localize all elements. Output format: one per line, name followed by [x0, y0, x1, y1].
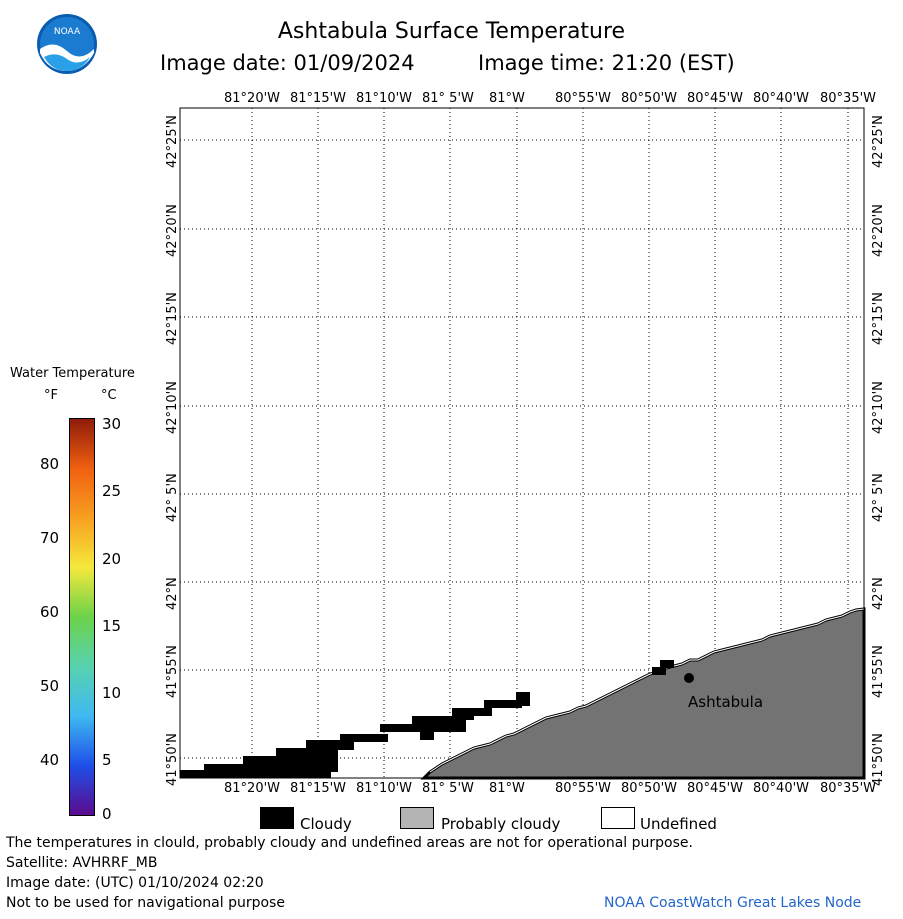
lon-label-top: 80°55'W [555, 91, 612, 106]
legend-swatch-undefined [601, 807, 635, 829]
lat-label-right: 42° 5'N [871, 473, 886, 522]
lon-label-bottom: 80°55'W [555, 781, 612, 796]
colorbar [69, 418, 95, 816]
colorbar-tick-c: 30 [102, 415, 122, 433]
lon-label-bottom: 80°35'W [820, 781, 877, 796]
colorbar-title: Water Temperature [10, 366, 135, 381]
image-date: Image date: 01/09/2024 [160, 51, 415, 75]
footer-credit: NOAA CoastWatch Great Lakes Node [604, 895, 862, 911]
noaa-logo: NOAA [37, 14, 97, 74]
lat-label-right: 42°20'N [871, 204, 886, 257]
lon-label-bottom: 80°45'W [687, 781, 744, 796]
lat-label-right: 41°55'N [871, 645, 886, 698]
lat-label-left: 42°25'N [165, 115, 180, 168]
colorbar-tick-c: 5 [102, 751, 112, 769]
legend-swatch-cloudy [260, 807, 294, 829]
lon-label-top: 81°10'W [356, 91, 413, 106]
lon-label-bottom: 80°50'W [621, 781, 678, 796]
land-area [420, 607, 866, 780]
lon-label-bottom: 81°10'W [356, 781, 413, 796]
map-frame [179, 107, 865, 779]
colorbar-tick-c: 20 [102, 550, 122, 568]
lat-label-left: 42°N [165, 577, 180, 610]
lat-label-left: 41°50'N [165, 733, 180, 786]
footer-satellite: Satellite: AVHRRF_MB [6, 855, 158, 871]
lat-label-right: 42°10'N [871, 381, 886, 434]
footer-note: The temperatures in clould, probably clo… [6, 835, 693, 851]
lon-label-top: 80°40'W [753, 91, 810, 106]
colorbar-unit-f: °F [44, 388, 58, 403]
lon-label-top: 80°35'W [820, 91, 877, 106]
footer-nav-warning: Not to be used for navigational purpose [6, 895, 285, 911]
lon-label-bottom: 80°40'W [753, 781, 810, 796]
colorbar-tick-c: 0 [102, 805, 112, 823]
lon-label-bottom: 81°20'W [224, 781, 281, 796]
legend-label-cloudy: Cloudy [300, 815, 352, 833]
colorbar-tick-f: 50 [40, 677, 60, 695]
colorbar-tick-f: 70 [40, 529, 60, 547]
lon-label-top: 80°45'W [687, 91, 744, 106]
lat-label-left: 42°20'N [165, 204, 180, 257]
svg-text:NOAA: NOAA [54, 27, 81, 37]
lat-label-right: 42°25'N [871, 115, 886, 168]
coastline-white [429, 608, 865, 773]
colorbar-unit-c: °C [101, 388, 117, 403]
lat-label-right: 42°N [871, 577, 886, 610]
lon-label-top: 81°15'W [290, 91, 347, 106]
lon-label-top: 81° 5'W [422, 91, 474, 106]
colorbar-tick-f: 60 [40, 603, 60, 621]
lat-label-left: 42°10'N [165, 381, 180, 434]
lat-label-left: 42° 5'N [165, 473, 180, 522]
lon-label-top: 81°W [489, 91, 525, 106]
colorbar-tick-c: 10 [102, 684, 122, 702]
footer-utc-date: Image date: (UTC) 01/10/2024 02:20 [6, 875, 264, 891]
lon-label-top: 81°20'W [224, 91, 281, 106]
lat-label-left: 41°55'N [165, 645, 180, 698]
city-marker-ashtabula [684, 673, 694, 683]
cloud-band [180, 660, 674, 778]
lat-label-right: 41°50'N [871, 733, 886, 786]
lon-label-bottom: 81°15'W [290, 781, 347, 796]
lon-label-bottom: 81° 5'W [422, 781, 474, 796]
image-time: Image time: 21:20 (EST) [478, 51, 735, 75]
legend-swatch-probably-cloudy [400, 807, 434, 829]
lat-label-left: 42°15'N [165, 292, 180, 345]
lon-label-top: 80°50'W [621, 91, 678, 106]
colorbar-tick-c: 25 [102, 482, 122, 500]
colorbar-tick-c: 15 [102, 617, 122, 635]
map-title: Ashtabula Surface Temperature [277, 19, 626, 44]
lat-label-right: 42°15'N [871, 292, 886, 345]
lon-label-bottom: 81°W [489, 781, 525, 796]
colorbar-tick-f: 40 [40, 751, 60, 769]
legend-label-probably-cloudy: Probably cloudy [441, 815, 561, 833]
legend-label-undefined: Undefined [640, 815, 717, 833]
colorbar-tick-f: 80 [40, 455, 60, 473]
city-label-ashtabula: Ashtabula [688, 693, 763, 711]
